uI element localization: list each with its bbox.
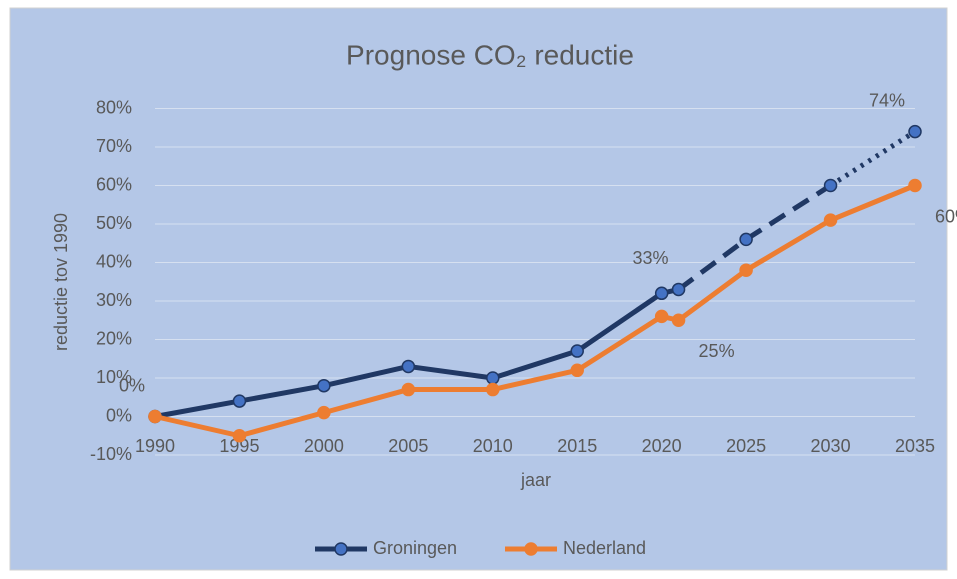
x-tick-label: 1990 — [135, 436, 175, 456]
marker — [486, 382, 500, 397]
marker — [671, 313, 686, 327]
line-segment — [405, 363, 496, 381]
data-label: 33% — [633, 248, 669, 268]
y-tick-label: 0% — [106, 405, 132, 425]
line-segment — [490, 367, 580, 393]
chart-title: Prognose CO₂ reductie — [346, 39, 634, 70]
legend-marker — [524, 542, 538, 556]
marker — [232, 394, 247, 408]
x-tick-label: 2000 — [304, 436, 344, 456]
marker — [486, 371, 500, 385]
line-segment — [321, 363, 411, 389]
marker — [401, 382, 416, 397]
x-tick-label: 2020 — [642, 436, 682, 456]
marker — [823, 178, 838, 193]
data-label: 0% — [119, 375, 145, 395]
y-tick-label: 60% — [96, 174, 132, 194]
chart-background — [9, 7, 948, 571]
marker — [908, 178, 922, 193]
line-segment — [744, 183, 832, 242]
y-tick-label: -10% — [90, 444, 132, 464]
marker — [570, 344, 584, 358]
y-tick-label: 20% — [96, 328, 132, 348]
legend-label: Groningen — [373, 538, 457, 558]
marker — [148, 409, 162, 424]
line-segment — [676, 267, 749, 323]
legend-label: Nederland — [563, 538, 646, 558]
data-label: 60% — [935, 206, 957, 226]
data-label: 25% — [699, 341, 735, 361]
marker — [739, 263, 753, 277]
line-segment — [677, 237, 748, 292]
marker — [739, 232, 753, 247]
marker — [654, 309, 669, 324]
marker — [401, 359, 416, 374]
marker — [671, 282, 686, 297]
y-tick-label: 30% — [96, 290, 132, 310]
marker — [317, 405, 331, 420]
line-segment — [152, 414, 242, 439]
line-segment — [490, 348, 580, 381]
line-segment — [321, 387, 411, 416]
line-segment — [743, 217, 834, 273]
y-axis-title: reductie tov 1990 — [51, 213, 71, 351]
y-tick-label: 40% — [96, 251, 132, 271]
marker — [654, 286, 669, 301]
line-segment — [236, 410, 327, 439]
x-tick-label: 2025 — [726, 436, 766, 456]
x-tick-label: 2035 — [895, 436, 935, 456]
x-tick-label: 2015 — [557, 436, 597, 456]
y-tick-label: 70% — [96, 136, 132, 156]
x-tick-label: 2005 — [388, 436, 428, 456]
y-tick-label: 10% — [96, 367, 132, 387]
line-segment — [828, 183, 918, 223]
marker — [823, 213, 838, 227]
line-segment — [236, 383, 327, 404]
y-tick-label: 50% — [96, 213, 132, 233]
marker — [908, 124, 922, 139]
line-segment — [152, 398, 242, 419]
marker — [570, 363, 584, 378]
x-axis-title: jaar — [520, 470, 551, 490]
x-tick-label: 1995 — [219, 436, 259, 456]
data-label: 74% — [869, 90, 905, 110]
line-segment — [829, 129, 917, 188]
y-tick-label: 80% — [96, 97, 132, 117]
x-tick-label: 2010 — [473, 436, 513, 456]
legend-marker — [334, 542, 348, 556]
line-segment — [574, 313, 665, 373]
line-segment — [574, 290, 665, 354]
marker — [232, 429, 247, 443]
marker — [317, 378, 331, 393]
x-tick-label: 2030 — [811, 436, 851, 456]
